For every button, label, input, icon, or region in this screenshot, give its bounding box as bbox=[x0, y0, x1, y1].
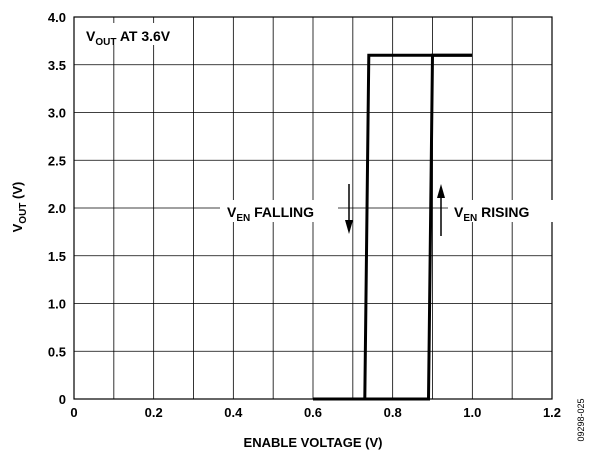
y-tick-label: 4.0 bbox=[48, 10, 66, 25]
grid bbox=[74, 17, 552, 399]
rising-label-bg bbox=[448, 200, 556, 222]
y-tick-label: 0 bbox=[59, 392, 66, 407]
down-arrow-icon bbox=[345, 184, 353, 234]
up-arrow-icon bbox=[437, 184, 445, 236]
x-tick-label: 0.2 bbox=[145, 405, 163, 420]
x-axis-label: ENABLE VOLTAGE (V) bbox=[244, 435, 383, 450]
ven-rising-label: VEN RISING bbox=[454, 204, 529, 224]
y-tick-label: 1.5 bbox=[48, 249, 66, 264]
x-tick-label: 0 bbox=[70, 405, 77, 420]
y-tick-label: 3.5 bbox=[48, 58, 66, 73]
y-tick-label: 2.0 bbox=[48, 201, 66, 216]
x-tick-label: 0.6 bbox=[304, 405, 322, 420]
y-tick-label: 2.5 bbox=[48, 153, 66, 168]
x-tick-labels: 0 0.2 0.4 0.6 0.8 1.0 1.2 bbox=[70, 405, 561, 420]
condition-label: VOUT AT 3.6V bbox=[86, 28, 171, 48]
y-tick-label: 0.5 bbox=[48, 344, 66, 359]
y-axis-label: VOUT (V) bbox=[10, 182, 29, 233]
x-tick-label: 1.2 bbox=[543, 405, 561, 420]
ven-falling-label: VEN FALLING bbox=[227, 204, 314, 224]
figure-id: 09298-025 bbox=[576, 398, 586, 441]
x-tick-label: 0.4 bbox=[224, 405, 243, 420]
falling-label-bg bbox=[220, 200, 338, 222]
y-tick-label: 3.0 bbox=[48, 106, 66, 121]
y-tick-label: 1.0 bbox=[48, 297, 66, 312]
condition-label-bg bbox=[80, 23, 175, 45]
y-tick-labels: 0 0.5 1.0 1.5 2.0 2.5 3.0 3.5 4.0 bbox=[48, 10, 66, 407]
x-tick-label: 0.8 bbox=[384, 405, 402, 420]
x-tick-label: 1.0 bbox=[463, 405, 481, 420]
